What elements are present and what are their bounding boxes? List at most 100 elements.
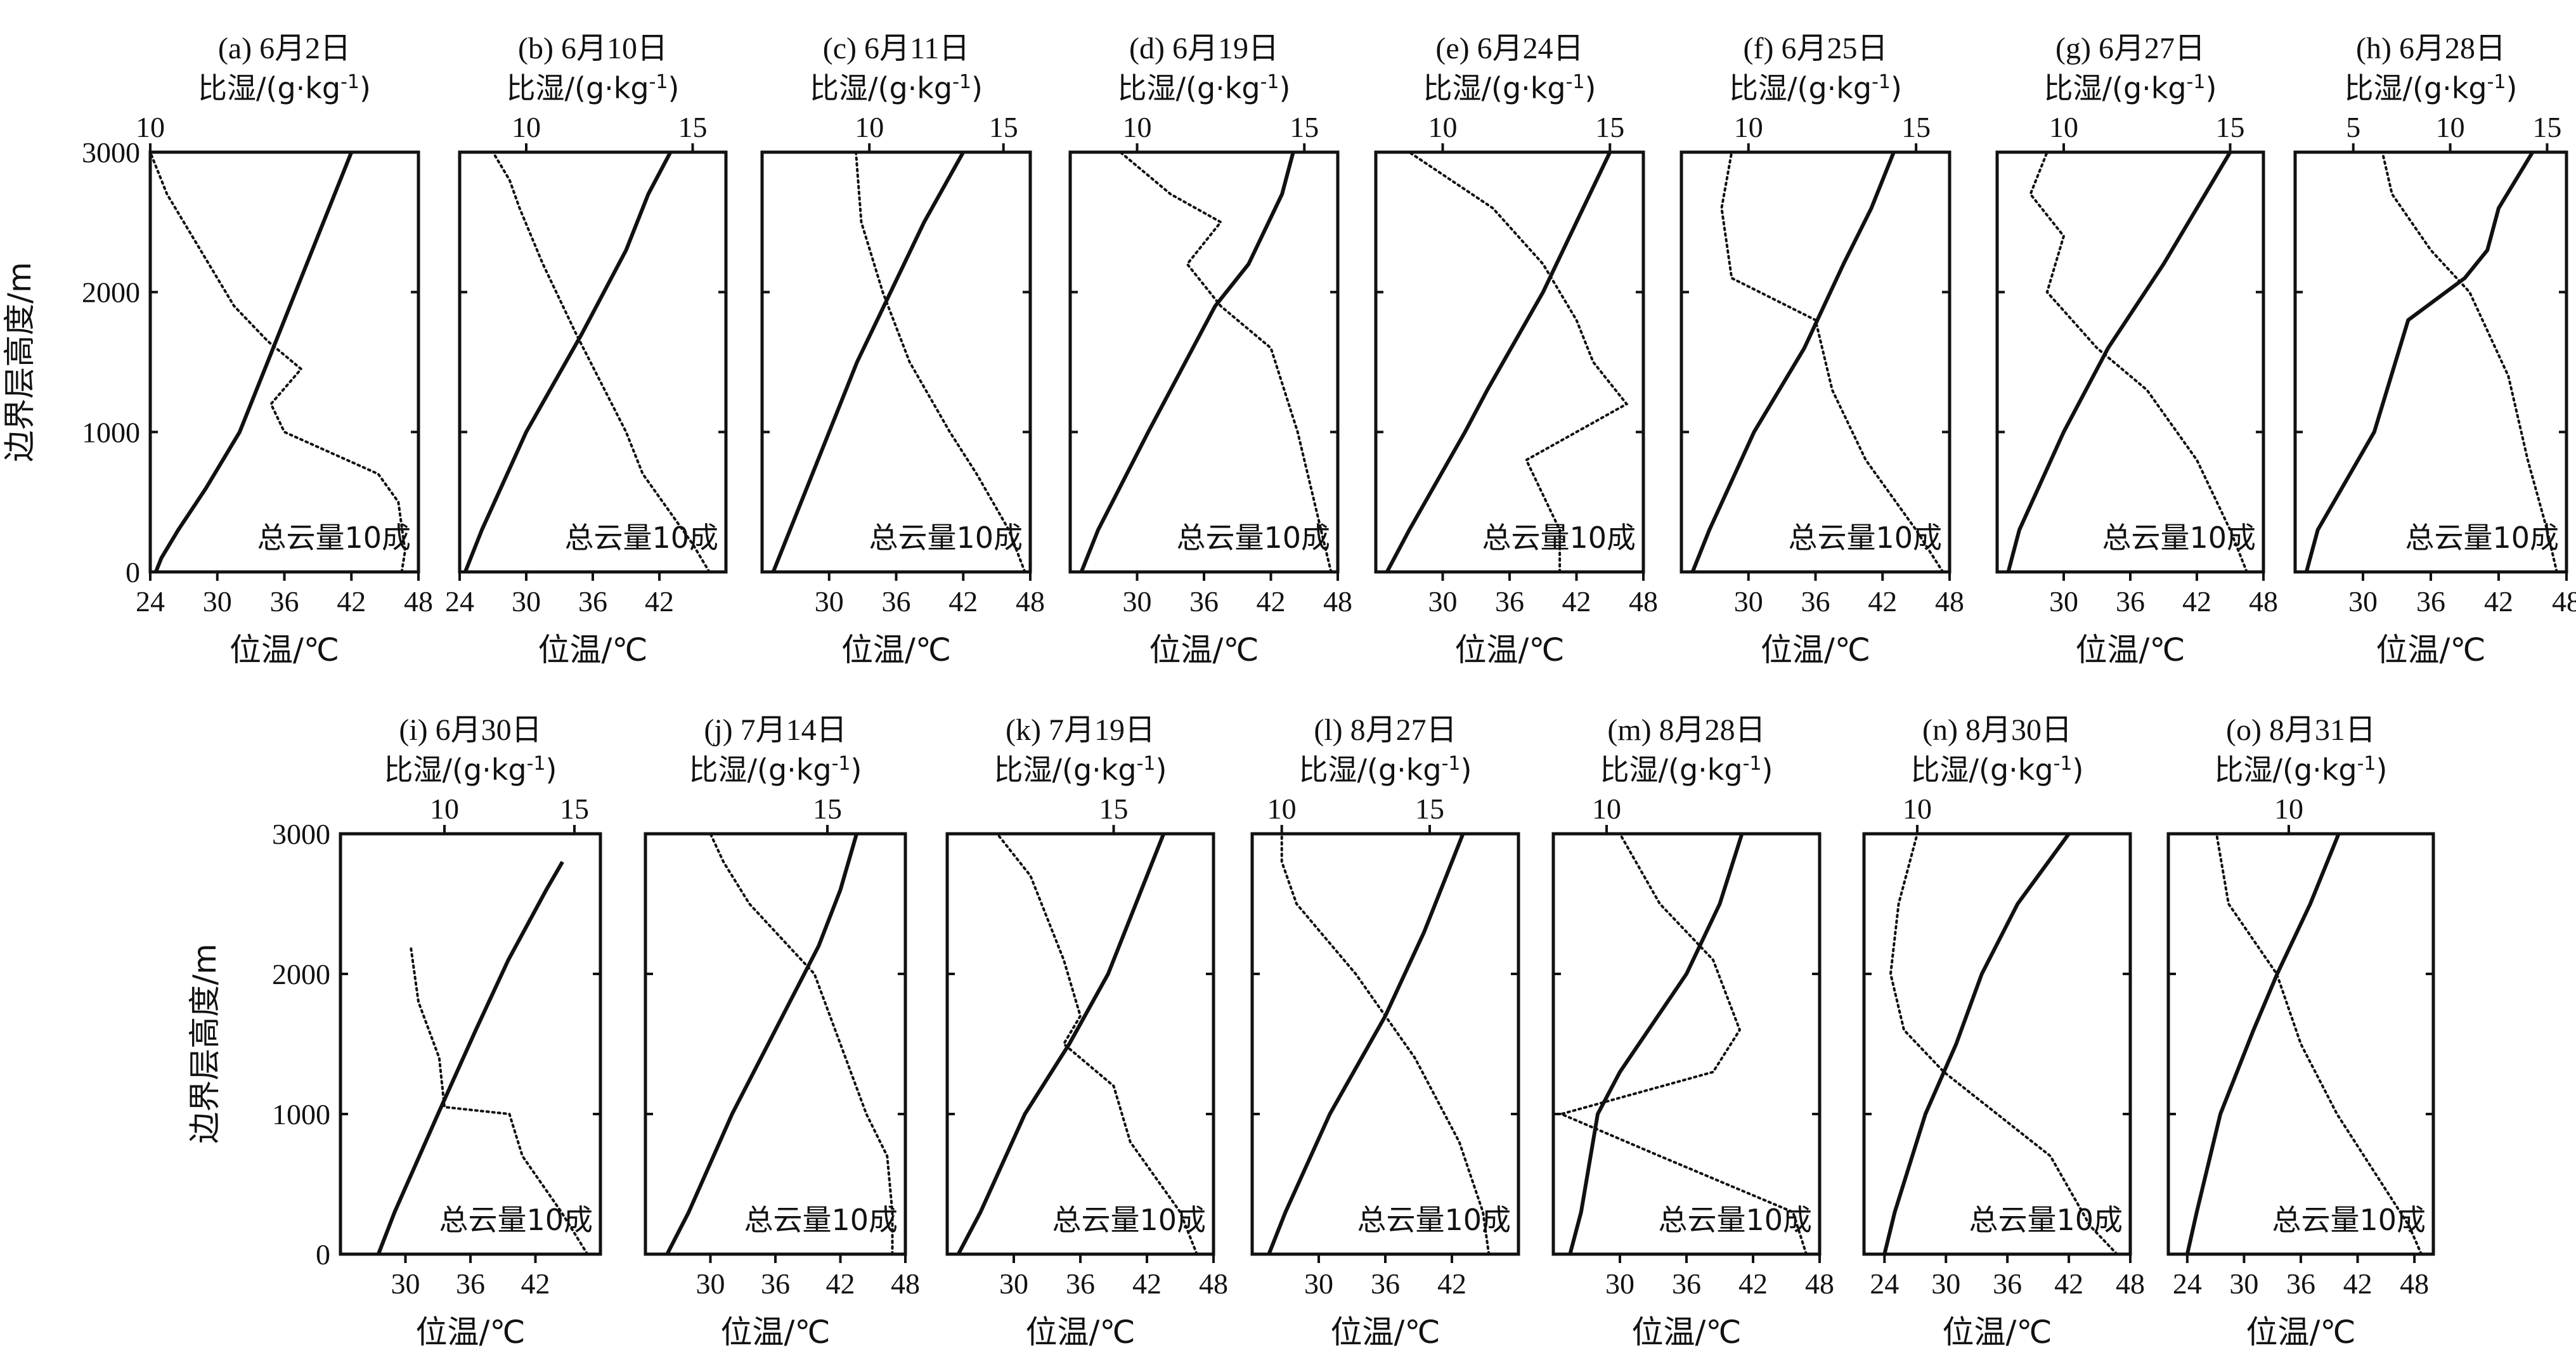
potential-temperature-line [463,151,673,573]
top-axis-label: 比湿/(g·kg-1) [1423,71,1596,105]
x-tick-label-bottom: 24 [445,585,474,618]
x-tick-label-bottom: 42 [2484,585,2513,618]
bottom-axis-label: 位温/℃ [2376,632,2486,668]
specific-humidity-line [149,151,406,573]
specific-humidity-line [1119,151,1333,573]
x-tick-label-bottom: 30 [1605,1267,1634,1300]
x-tick-label-bottom: 30 [2348,585,2378,618]
potential-temperature-line [377,860,564,1255]
y-axis-label: 边界层高度/m [1,262,38,462]
x-tick-label-bottom: 36 [761,1267,790,1300]
x-tick-label-bottom: 42 [521,1267,550,1300]
x-tick-label-bottom: 48 [2249,585,2278,618]
cloud-cover-annotation: 总云量10成 [564,521,718,555]
x-tick-label-bottom: 42 [2182,585,2211,618]
x-tick-label-bottom: 36 [1495,585,1524,618]
plot-frame [1680,150,1951,574]
x-tick-label-bottom: 36 [456,1267,485,1300]
bottom-axis-label: 位温/℃ [1761,632,1870,668]
panel-title: (b) 6月10日 [518,32,668,65]
panel-title: (o) 8月31日 [2226,713,2376,747]
x-tick-label-bottom: 42 [2343,1267,2372,1300]
x-tick-label-bottom: 30 [1931,1267,1960,1300]
specific-humidity-line [491,151,711,573]
bottom-axis-label: 位温/℃ [1943,1314,2052,1348]
specific-humidity-line [1720,151,1945,573]
y-tick-label: 0 [126,556,140,588]
panel-title: (k) 7月19日 [1006,713,1155,747]
cloud-cover-annotation: 总云量10成 [1357,1203,1511,1237]
x-tick-label-bottom: 36 [2286,1267,2315,1300]
x-tick-label-top: 15 [1415,793,1444,825]
x-tick-label-bottom: 48 [891,1267,920,1300]
potential-temperature-line [956,833,1166,1255]
x-tick-label-bottom: 42 [1257,585,1286,618]
plot-frame [945,832,1215,1256]
cloud-cover-annotation: 总云量10成 [439,1203,593,1237]
x-tick-label-bottom: 48 [404,585,433,618]
potential-temperature-line [154,151,354,573]
x-tick-label-bottom: 36 [270,585,299,618]
x-tick-label-top: 10 [1267,793,1297,825]
panel-title: (d) 6月19日 [1129,32,1279,65]
y-tick-label: 1000 [82,416,140,448]
cloud-cover-annotation: 总云量10成 [1052,1203,1206,1237]
panel-title: (n) 8月30日 [1922,713,2072,747]
x-tick-label-bottom: 36 [578,585,607,618]
top-axis-label: 比湿/(g·kg-1) [1600,753,1773,787]
specific-humidity-line [1280,833,1491,1255]
x-tick-label-bottom: 48 [2552,585,2576,618]
x-tick-label-top: 15 [678,111,708,143]
specific-humidity-line [1408,151,1629,573]
top-axis-label: 比湿/(g·kg-1) [1911,753,2084,787]
plot-frame [1551,832,1822,1256]
x-tick-label-bottom: 36 [1189,585,1219,618]
y-tick-label: 2000 [272,958,330,990]
x-tick-label-top: 10 [855,111,884,143]
bottom-axis-label: 位温/℃ [230,632,339,668]
potential-temperature-line [1690,151,1896,573]
x-tick-label-top: 10 [512,111,541,143]
specific-humidity-line [1889,833,2118,1255]
top-axis-label: 比湿/(g·kg-1) [689,753,862,787]
panel-title: (g) 6月27日 [2055,32,2205,65]
x-tick-label-bottom: 48 [1629,585,1658,618]
potential-temperature-line [2006,151,2232,573]
x-tick-label-bottom: 30 [2049,585,2078,618]
x-tick-label-top: 5 [2346,111,2360,143]
cloud-cover-annotation: 总云量10成 [2102,521,2256,555]
x-tick-label-top: 10 [1592,793,1621,825]
y-tick-label: 3000 [272,818,330,850]
x-tick-label-bottom: 42 [2054,1267,2083,1300]
x-tick-label-bottom: 48 [1323,585,1352,618]
x-tick-label-top: 15 [813,793,842,825]
bottom-axis-label: 位温/℃ [721,1314,831,1348]
x-tick-label-bottom: 36 [1993,1267,2022,1300]
x-tick-label-bottom: 36 [1066,1267,1095,1300]
x-tick-label-bottom: 42 [337,585,366,618]
panel-title: (i) 6月30日 [399,713,541,747]
x-tick-label-bottom: 30 [696,1267,725,1300]
cloud-cover-annotation: 总云量10成 [1969,1203,2123,1237]
top-axis-label: 比湿/(g·kg-1) [810,71,983,105]
y-tick-label: 1000 [272,1098,330,1131]
panel-title: (m) 8月28日 [1607,713,1765,747]
x-tick-label-top: 15 [560,793,589,825]
plot-frame [1250,832,1520,1256]
x-tick-label-top: 10 [1903,793,1932,825]
cloud-cover-annotation: 总云量10成 [869,521,1023,555]
panel-title: (e) 6月24日 [1435,32,1583,65]
cloud-cover-annotation: 总云量10成 [1482,521,1636,555]
x-tick-label-bottom: 42 [826,1267,855,1300]
x-tick-label-bottom: 30 [391,1267,420,1300]
x-tick-label-bottom: 42 [1437,1267,1466,1300]
specific-humidity-line [995,833,1198,1255]
specific-humidity-line [709,833,894,1255]
x-tick-label-top: 15 [1595,111,1624,143]
x-tick-label-bottom: 42 [948,585,978,618]
panel-title: (j) 7月14日 [704,713,846,747]
x-tick-label-top: 10 [136,111,165,143]
x-tick-label-bottom: 36 [2116,585,2145,618]
x-tick-label-bottom: 36 [882,585,911,618]
cloud-cover-annotation: 总云量10成 [2272,1203,2426,1237]
